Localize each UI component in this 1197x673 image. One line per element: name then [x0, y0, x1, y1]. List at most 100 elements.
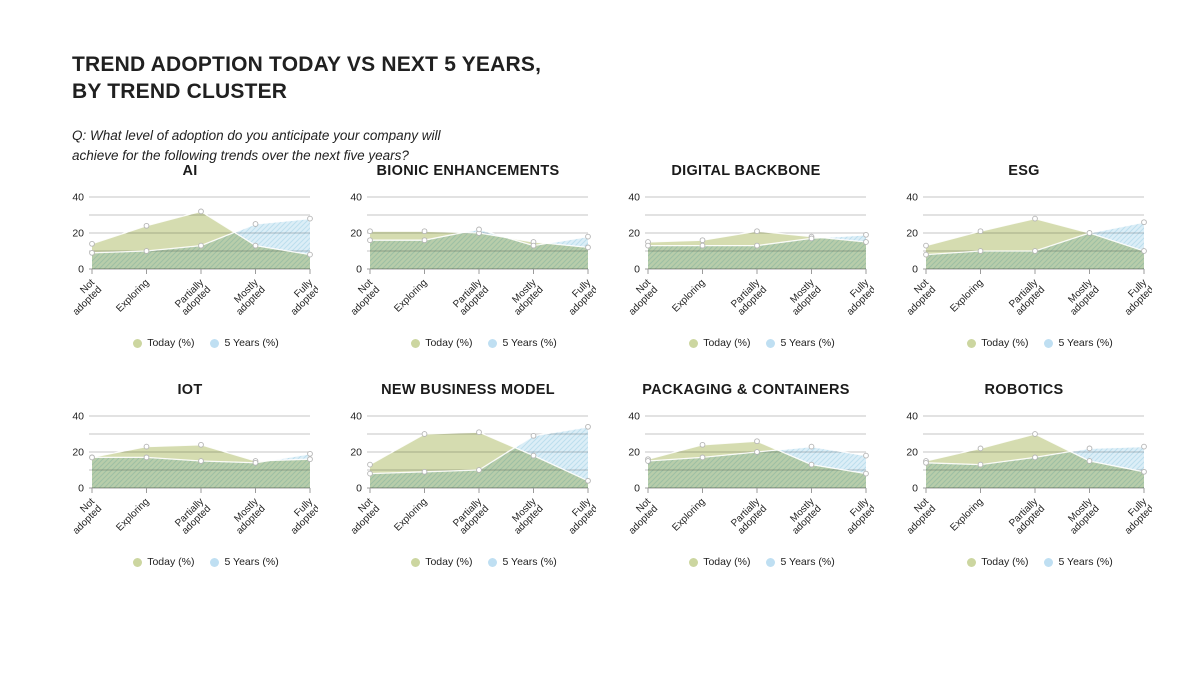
legend-item-today: Today (%): [689, 337, 750, 349]
legend-item-today: Today (%): [411, 556, 472, 568]
svg-text:0: 0: [356, 264, 362, 276]
legend-label: Today (%): [425, 337, 473, 349]
chart-plot: 0 20 40 Notadopted Exploring Partiallyadopted…: [898, 411, 1152, 537]
svg-text:Notadopted: Notadopted: [64, 277, 105, 318]
legend-label: 5 Years (%): [1058, 337, 1113, 349]
chart-card: ROBOTICS 0 20 40 Notadopted Exploring Partial…: [892, 382, 1170, 601]
svg-text:20: 20: [628, 447, 640, 459]
page-subtitle-line-1: Q: What level of adoption do you anticip…: [72, 127, 441, 143]
svg-text:Mostlyadopted: Mostlyadopted: [783, 277, 823, 317]
chart-legend: Today (%) 5 Years (%): [336, 337, 614, 349]
svg-text:0: 0: [634, 264, 640, 276]
svg-text:20: 20: [72, 228, 84, 240]
svg-text:20: 20: [350, 447, 362, 459]
svg-text:0: 0: [78, 264, 84, 276]
svg-text:0: 0: [78, 483, 84, 495]
chart-title: AI: [182, 163, 198, 179]
chart-card: IOT 0 20 40 Notadopted Exploring Partiallyado…: [58, 382, 336, 601]
page-title-line-2: BY TREND CLUSTER: [72, 79, 288, 103]
chart-legend: Today (%) 5 Years (%): [892, 556, 1170, 568]
chart-legend: Today (%) 5 Years (%): [614, 337, 892, 349]
svg-text:40: 40: [350, 192, 362, 204]
legend-item-5-years: 5 Years (%): [766, 556, 835, 568]
svg-text:40: 40: [906, 411, 918, 423]
svg-text:Partiallyadopted: Partiallyadopted: [1007, 277, 1047, 317]
svg-text:Exploring: Exploring: [670, 496, 707, 533]
svg-text:Fullyadopted: Fullyadopted: [282, 496, 318, 536]
svg-text:Mostlyadopted: Mostlyadopted: [227, 496, 267, 536]
legend-label: 5 Years (%): [224, 556, 279, 568]
legend-item-today: Today (%): [133, 337, 194, 349]
chart-plot: 0 20 40 Notadopted Exploring Partiallyadopted…: [627, 411, 874, 537]
legend-label: 5 Years (%): [780, 556, 835, 568]
chart-card: DIGITAL BACKBONE 0 20 40 Notadopted Explorin…: [614, 163, 892, 382]
svg-text:Mostlyadopted: Mostlyadopted: [505, 496, 545, 536]
chart-card: NEW BUSINESS MODEL 0 20 40 Notadopted Explor…: [336, 382, 614, 601]
legend-item-today: Today (%): [689, 556, 750, 568]
legend-item-today: Today (%): [411, 337, 472, 349]
svg-text:Fullyadopted: Fullyadopted: [838, 496, 874, 536]
svg-text:Fullyadopted: Fullyadopted: [560, 496, 596, 536]
chart-card: PACKAGING & CONTAINERS 0 20 40 Notadopted Ex…: [614, 382, 892, 601]
svg-text:Fullyadopted: Fullyadopted: [1116, 277, 1152, 317]
page-subtitle-line-2: achieve for the following trends over th…: [72, 148, 409, 163]
legend-item-today: Today (%): [967, 556, 1028, 568]
legend-item-5-years: 5 Years (%): [1044, 337, 1113, 349]
legend-label: Today (%): [147, 337, 195, 349]
five-years-swatch-icon: [488, 338, 498, 348]
legend-item-today: Today (%): [133, 556, 194, 568]
svg-text:0: 0: [912, 264, 918, 276]
svg-text:20: 20: [628, 228, 640, 240]
svg-text:Mostlyadopted: Mostlyadopted: [1061, 277, 1101, 317]
svg-text:Fullyadopted: Fullyadopted: [282, 277, 318, 317]
chart-legend: Today (%) 5 Years (%): [336, 556, 614, 568]
svg-text:Partiallyadopted: Partiallyadopted: [173, 277, 213, 317]
chart-card: AI 0 20 40 Notadopted Exploring Partiallyadop…: [58, 163, 336, 382]
today-swatch-icon: [411, 557, 421, 567]
chart-plot: 0 20 40 Notadopted Exploring Partiallyadopted…: [64, 411, 318, 537]
chart-title: IOT: [177, 382, 203, 398]
page-title: TREND ADOPTION TODAY VS NEXT 5 YEARS, BY…: [72, 52, 541, 106]
svg-text:Notadopted: Notadopted: [64, 496, 105, 537]
svg-text:Notadopted: Notadopted: [620, 277, 661, 318]
chart-title: ROBOTICS: [984, 382, 1064, 398]
today-swatch-icon: [411, 338, 421, 348]
legend-label: 5 Years (%): [224, 337, 279, 349]
legend-item-5-years: 5 Years (%): [766, 337, 835, 349]
svg-text:Partiallyadopted: Partiallyadopted: [729, 277, 769, 317]
legend-item-5-years: 5 Years (%): [1044, 556, 1113, 568]
legend-label: Today (%): [981, 556, 1029, 568]
svg-text:Mostlyadopted: Mostlyadopted: [227, 277, 267, 317]
chart-card: ESG 0 20 40 Notadopted Exploring Partiallyado…: [892, 163, 1170, 382]
svg-text:40: 40: [628, 411, 640, 423]
chart-title: BIONIC ENHANCEMENTS: [376, 163, 560, 179]
five-years-swatch-icon: [210, 557, 220, 567]
svg-text:Partiallyadopted: Partiallyadopted: [451, 496, 491, 536]
chart-title: PACKAGING & CONTAINERS: [642, 382, 850, 398]
svg-text:Notadopted: Notadopted: [898, 496, 939, 537]
svg-text:0: 0: [356, 483, 362, 495]
svg-text:Exploring: Exploring: [670, 277, 707, 314]
svg-text:Fullyadopted: Fullyadopted: [1116, 496, 1152, 536]
legend-label: 5 Years (%): [502, 556, 557, 568]
svg-text:Partiallyadopted: Partiallyadopted: [729, 496, 769, 536]
legend-label: Today (%): [981, 337, 1029, 349]
legend-item-today: Today (%): [967, 337, 1028, 349]
today-swatch-icon: [967, 338, 977, 348]
five-years-swatch-icon: [1044, 557, 1054, 567]
svg-text:Partiallyadopted: Partiallyadopted: [451, 277, 491, 317]
chart-legend: Today (%) 5 Years (%): [614, 556, 892, 568]
five-years-swatch-icon: [766, 338, 776, 348]
svg-text:Fullyadopted: Fullyadopted: [560, 277, 596, 317]
svg-text:20: 20: [350, 228, 362, 240]
legend-item-5-years: 5 Years (%): [488, 556, 557, 568]
svg-text:40: 40: [628, 192, 640, 204]
svg-text:Mostlyadopted: Mostlyadopted: [505, 277, 545, 317]
svg-text:Fullyadopted: Fullyadopted: [838, 277, 874, 317]
svg-text:20: 20: [906, 228, 918, 240]
svg-text:40: 40: [72, 411, 84, 423]
svg-text:20: 20: [906, 447, 918, 459]
five-years-swatch-icon: [210, 338, 220, 348]
five-years-swatch-icon: [488, 557, 498, 567]
legend-item-5-years: 5 Years (%): [210, 556, 279, 568]
